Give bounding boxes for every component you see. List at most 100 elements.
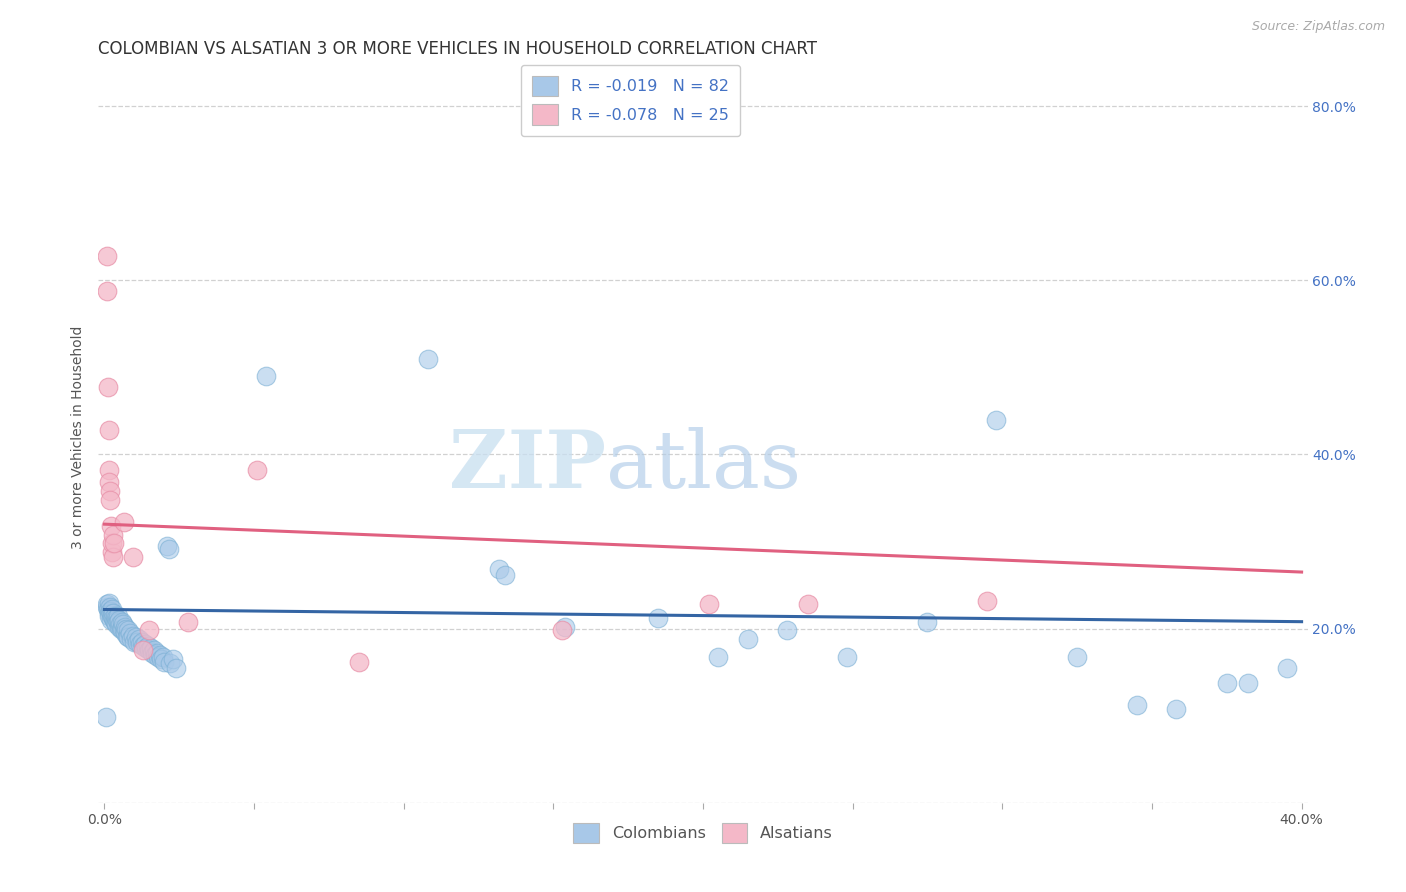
Point: [129, 637, 152, 651]
Point: [697, 597, 720, 611]
Point: [104, 615, 127, 629]
Point: [986, 412, 1008, 426]
Point: [132, 639, 155, 653]
Point: [111, 622, 134, 636]
Point: [121, 629, 143, 643]
Point: [495, 567, 517, 582]
Point: [136, 639, 159, 653]
Point: [347, 655, 370, 669]
Point: [1216, 675, 1239, 690]
Point: [117, 624, 139, 638]
Point: [111, 617, 134, 632]
Point: [104, 611, 127, 625]
Point: [797, 597, 820, 611]
Point: [142, 643, 165, 657]
Point: [96, 249, 118, 263]
Point: [103, 613, 125, 627]
Legend: Colombians, Alsatians: Colombians, Alsatians: [567, 816, 839, 850]
Point: [115, 629, 138, 643]
Point: [103, 611, 125, 625]
Point: [98, 475, 121, 490]
Text: ZIP: ZIP: [450, 427, 606, 506]
Point: [97, 379, 120, 393]
Point: [114, 626, 136, 640]
Point: [416, 351, 439, 366]
Point: [124, 634, 146, 648]
Point: [98, 484, 121, 499]
Point: [101, 536, 124, 550]
Point: [1066, 649, 1088, 664]
Point: [96, 710, 118, 724]
Point: [101, 606, 124, 620]
Point: [100, 613, 122, 627]
Point: [835, 649, 858, 664]
Y-axis label: 3 or more Vehicles in Household: 3 or more Vehicles in Household: [72, 326, 86, 549]
Point: [100, 606, 122, 620]
Point: [737, 632, 759, 646]
Point: [117, 631, 139, 645]
Point: [162, 652, 184, 666]
Point: [97, 602, 120, 616]
Point: [1236, 675, 1258, 690]
Point: [125, 631, 148, 645]
Point: [112, 624, 135, 638]
Point: [150, 652, 173, 666]
Text: atlas: atlas: [606, 427, 801, 506]
Point: [647, 611, 669, 625]
Point: [103, 527, 125, 541]
Point: [153, 655, 176, 669]
Point: [111, 615, 134, 629]
Point: [917, 615, 939, 629]
Point: [1126, 698, 1149, 713]
Point: [143, 648, 166, 662]
Point: [112, 516, 135, 530]
Point: [138, 643, 160, 657]
Text: COLOMBIAN VS ALSATIAN 3 OR MORE VEHICLES IN HOUSEHOLD CORRELATION CHART: COLOMBIAN VS ALSATIAN 3 OR MORE VEHICLES…: [98, 40, 817, 58]
Point: [121, 550, 143, 565]
Point: [120, 632, 142, 646]
Point: [96, 599, 118, 614]
Point: [115, 622, 138, 636]
Point: [1275, 661, 1298, 675]
Point: [134, 637, 156, 651]
Point: [105, 617, 128, 632]
Point: [131, 634, 153, 648]
Point: [149, 648, 172, 662]
Point: [108, 617, 131, 632]
Point: [98, 608, 121, 623]
Point: [100, 545, 122, 559]
Point: [138, 624, 160, 638]
Point: [110, 622, 132, 636]
Point: [97, 595, 120, 609]
Point: [96, 597, 118, 611]
Point: [554, 620, 576, 634]
Point: [127, 634, 149, 648]
Point: [132, 643, 155, 657]
Point: [156, 539, 179, 553]
Point: [108, 613, 131, 627]
Point: [107, 608, 129, 623]
Point: [103, 536, 125, 550]
Point: [177, 615, 200, 629]
Point: [96, 284, 118, 298]
Point: [114, 620, 136, 634]
Point: [107, 615, 129, 629]
Point: [148, 649, 170, 664]
Point: [165, 661, 187, 675]
Point: [97, 423, 120, 437]
Point: [103, 608, 125, 623]
Point: [97, 606, 120, 620]
Point: [159, 657, 181, 671]
Point: [139, 640, 162, 655]
Point: [488, 562, 510, 576]
Point: [976, 594, 998, 608]
Point: [100, 519, 122, 533]
Point: [1164, 702, 1187, 716]
Point: [141, 646, 163, 660]
Point: [98, 599, 121, 614]
Point: [254, 369, 277, 384]
Text: Source: ZipAtlas.com: Source: ZipAtlas.com: [1251, 20, 1385, 33]
Point: [101, 550, 124, 565]
Point: [246, 463, 269, 477]
Point: [107, 620, 129, 634]
